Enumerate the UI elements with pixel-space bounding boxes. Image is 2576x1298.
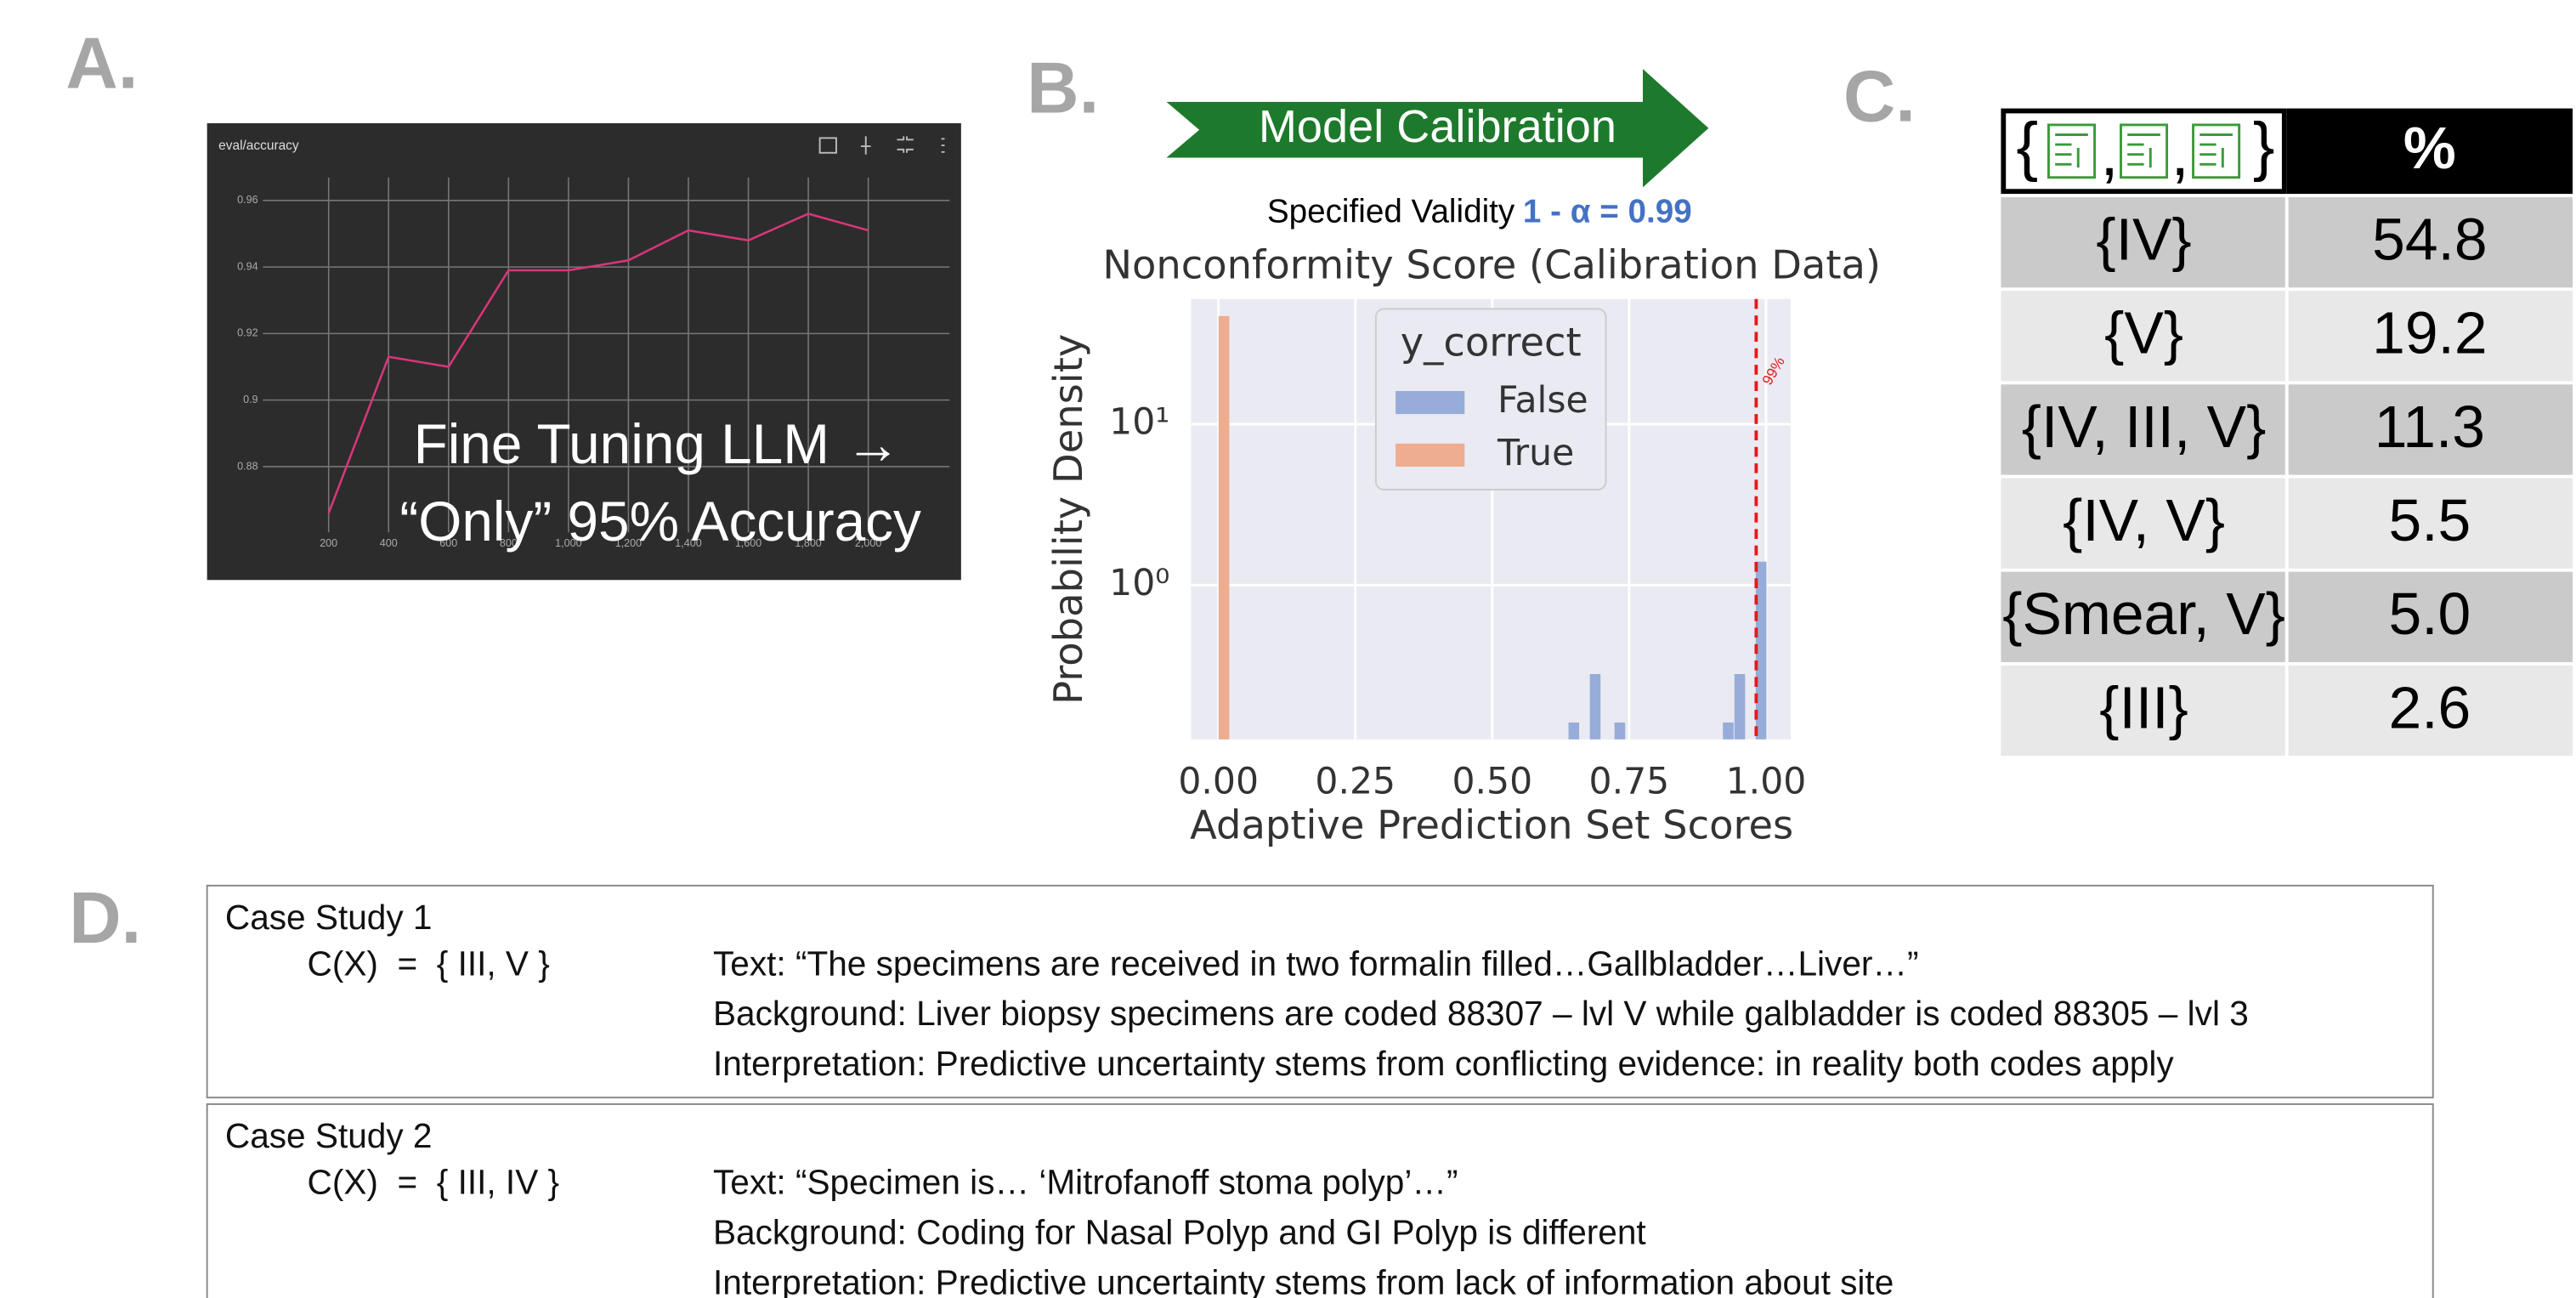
case-line: Interpretation: Predictive uncertainty s… bbox=[713, 1044, 2174, 1083]
panel-label: B. bbox=[1027, 48, 1099, 129]
legend-swatch bbox=[1396, 391, 1464, 414]
validity: 1 - α = 0.99 bbox=[1523, 193, 1692, 230]
panel-label: A. bbox=[65, 24, 138, 105]
case-title: Case Study 1 bbox=[225, 898, 433, 937]
table-value: 11.3 bbox=[2375, 394, 2485, 460]
x-tick-label: 0.75 bbox=[1589, 761, 1670, 802]
table-value: 2.6 bbox=[2389, 674, 2471, 740]
y-tick-label: 10⁰ bbox=[1109, 563, 1169, 604]
legend-label: True bbox=[1497, 433, 1574, 474]
table-set: {IV, III, V} bbox=[2022, 394, 2267, 460]
y-axis-label: Probability Density bbox=[1045, 334, 1091, 705]
x-tick-label: 1.00 bbox=[1726, 761, 1807, 802]
x-tick-label: 0.00 bbox=[1178, 761, 1259, 802]
bar bbox=[1219, 316, 1230, 740]
x-axis-label: Adaptive Prediction Set Scores bbox=[1190, 802, 1793, 848]
x-tick-label: 0.50 bbox=[1452, 761, 1532, 802]
chart-title: eval/accuracy bbox=[218, 139, 299, 153]
subtitle: Specified Validity bbox=[1267, 193, 1515, 230]
case-title: Case Study 2 bbox=[225, 1116, 433, 1155]
x-tick-label: 200 bbox=[320, 537, 337, 549]
y-tick-label: 0.92 bbox=[237, 327, 258, 339]
prediction-set: C(X) = { III, IV } bbox=[308, 1162, 560, 1201]
panel-label: C. bbox=[1843, 56, 1916, 137]
bar bbox=[1590, 674, 1601, 740]
table-value: 54.8 bbox=[2372, 206, 2487, 272]
set-brace: { bbox=[2016, 110, 2038, 183]
figure: A. B. C. D. eval/accuracy Model Calibrat… bbox=[0, 0, 2576, 1298]
table-set: {IV, V} bbox=[2063, 487, 2225, 553]
y-tick-label: 0.88 bbox=[237, 460, 258, 472]
y-tick-label: 0.96 bbox=[237, 194, 258, 206]
table-set: {III} bbox=[2099, 674, 2188, 740]
case-line: Text: “Specimen is… ‘Mitrofanoff stoma p… bbox=[713, 1162, 1458, 1201]
case-line: Interpretation: Predictive uncertainty s… bbox=[713, 1262, 1894, 1298]
table-header-label: % bbox=[2403, 115, 2456, 181]
table-value: 19.2 bbox=[2372, 300, 2487, 366]
case-line: Background: Liver biopsy specimens are c… bbox=[713, 994, 2249, 1033]
bar bbox=[1615, 723, 1626, 740]
bar bbox=[1735, 674, 1746, 740]
banner-label: Model Calibration bbox=[1259, 101, 1616, 152]
panel-label: D. bbox=[69, 878, 141, 959]
chart-title: Nonconformity Score (Calibration Data) bbox=[1102, 242, 1881, 288]
table-set: {IV} bbox=[2096, 206, 2191, 272]
set-brace: } bbox=[2253, 110, 2275, 183]
set-separator: , bbox=[2100, 116, 2118, 190]
table-value: 5.5 bbox=[2389, 487, 2471, 553]
page: html, body { margin: 0; padding: 0; back… bbox=[0, 0, 2576, 1298]
bar bbox=[1569, 723, 1580, 740]
bar bbox=[1723, 723, 1734, 740]
case-line: Text: “The specimens are received in two… bbox=[713, 944, 1919, 983]
annotation: Fine Tuning LLM → bbox=[414, 413, 901, 475]
x-tick-label: 400 bbox=[380, 537, 398, 549]
y-tick-label: 0.94 bbox=[237, 260, 258, 272]
table-set: {Smear, V} bbox=[2002, 581, 2285, 647]
legend-label: False bbox=[1497, 380, 1588, 422]
table-value: 5.0 bbox=[2389, 581, 2471, 647]
legend-title: y_correct bbox=[1401, 319, 1582, 365]
set-separator: , bbox=[2171, 116, 2188, 190]
table-set: {V} bbox=[2104, 300, 2183, 366]
legend-swatch bbox=[1396, 444, 1464, 467]
body: { "panel_labels": ["A.", "B.", "C.", "D.… bbox=[0, 0, 2576, 1298]
prediction-set: C(X) = { III, V } bbox=[308, 944, 550, 983]
annotation: “Only” 95% Accuracy bbox=[399, 490, 921, 553]
case-line: Background: Coding for Nasal Polyp and G… bbox=[713, 1212, 1646, 1251]
x-tick-label: 0.25 bbox=[1315, 761, 1396, 802]
y-tick-label: 10¹ bbox=[1109, 402, 1169, 444]
y-tick-label: 0.9 bbox=[243, 394, 258, 405]
